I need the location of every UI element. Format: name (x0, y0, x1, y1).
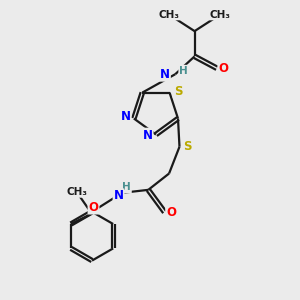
Text: CH₃: CH₃ (66, 187, 87, 197)
Text: H: H (122, 182, 131, 193)
Text: CH₃: CH₃ (209, 10, 230, 20)
Text: H: H (179, 66, 188, 76)
Text: O: O (166, 206, 176, 219)
Text: N: N (160, 68, 170, 81)
Text: N: N (113, 189, 124, 202)
Text: N: N (121, 110, 130, 123)
Text: CH₃: CH₃ (159, 10, 180, 20)
Text: O: O (218, 62, 228, 75)
Text: S: S (174, 85, 182, 98)
Text: N: N (142, 129, 153, 142)
Text: S: S (184, 140, 192, 153)
Text: O: O (88, 201, 98, 214)
